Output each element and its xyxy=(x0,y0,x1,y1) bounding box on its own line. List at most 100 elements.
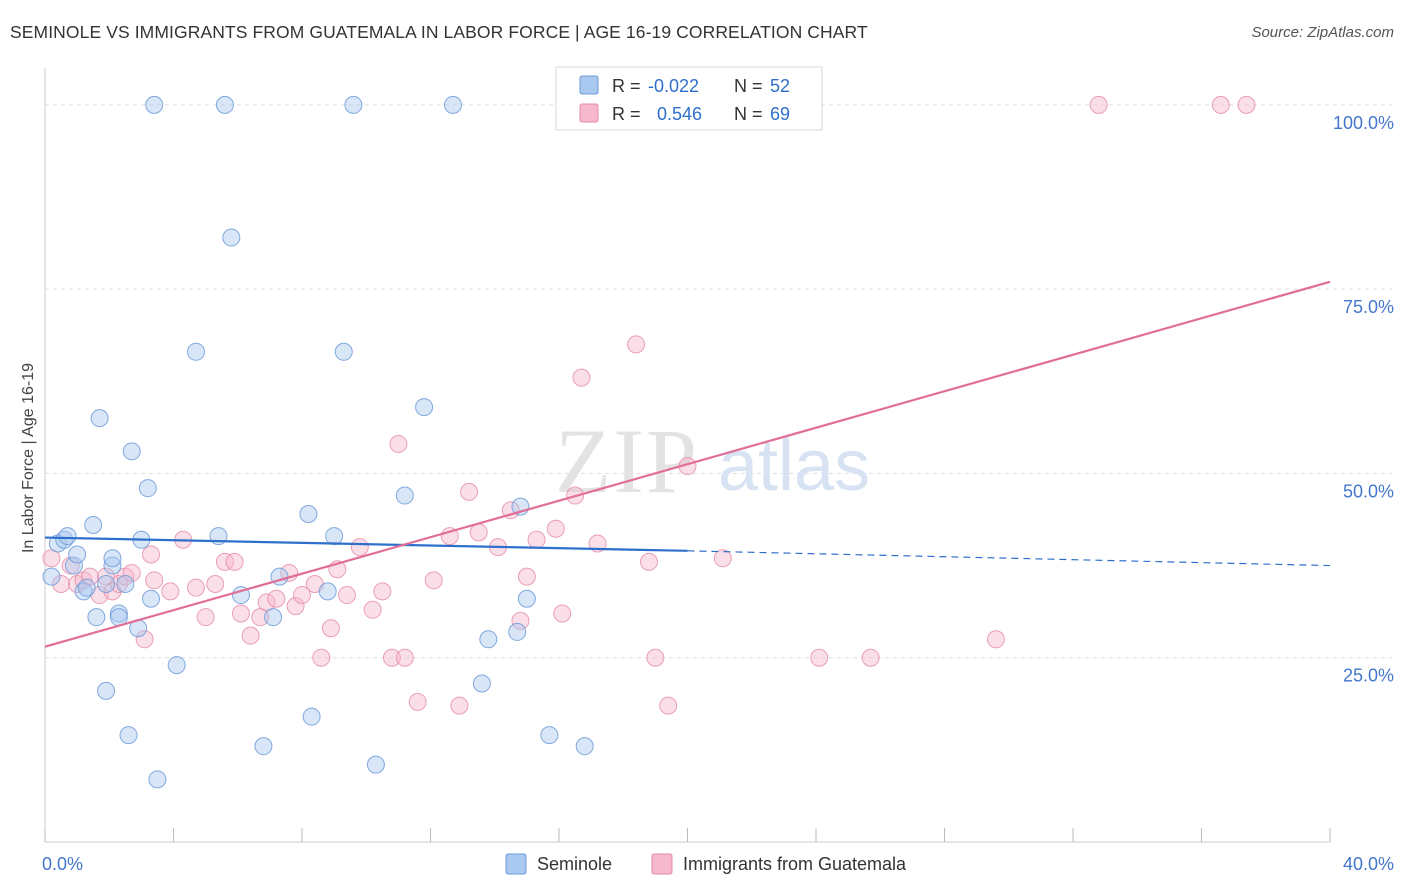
guatemala-point xyxy=(553,604,572,623)
axes xyxy=(44,68,1331,843)
y-tick-label: 100.0% xyxy=(1333,113,1394,133)
seminole-point xyxy=(215,95,234,114)
seminole-trend-line xyxy=(44,536,688,552)
seminole-legend-label: Seminole xyxy=(537,854,612,874)
seminole-points xyxy=(42,95,594,789)
seminole-n-label: N = xyxy=(734,76,763,96)
seminole-point xyxy=(479,630,498,649)
seminole-point xyxy=(148,770,167,789)
seminole-point xyxy=(109,604,128,623)
seminole-point xyxy=(103,549,122,568)
seminole-point xyxy=(472,674,491,693)
guatemala-point xyxy=(161,582,180,601)
guatemala-point xyxy=(1211,95,1230,114)
guatemala-point xyxy=(588,534,607,553)
guatemala-point xyxy=(517,567,536,586)
seminole-point xyxy=(302,707,321,726)
seminole-point xyxy=(443,95,462,114)
guatemala-point xyxy=(389,434,408,453)
guatemala-r-value: 0.546 xyxy=(657,104,702,124)
guatemala-point xyxy=(639,552,658,571)
grid-lines xyxy=(45,104,1392,659)
guatemala-legend-swatch xyxy=(579,103,599,123)
seminole-trend-extension xyxy=(687,550,1331,567)
seminole-point xyxy=(42,567,61,586)
x-tick-label: 40.0% xyxy=(1343,854,1394,874)
guatemala-point xyxy=(810,648,829,667)
guatemala-point xyxy=(293,586,311,605)
guatemala-point xyxy=(627,335,646,354)
guatemala-point xyxy=(196,608,215,627)
seminole-point xyxy=(575,737,594,756)
guatemala-point xyxy=(424,571,443,590)
guatemala-bottom-swatch xyxy=(651,853,673,875)
guatemala-point xyxy=(145,571,164,590)
guatemala-point xyxy=(186,578,205,597)
seminole-point xyxy=(87,608,106,627)
seminole-point xyxy=(58,527,77,546)
seminole-point xyxy=(138,479,157,498)
y-tick-label: 50.0% xyxy=(1343,481,1394,501)
seminole-point xyxy=(299,504,318,523)
seminole-legend-swatch xyxy=(579,75,599,95)
seminole-point xyxy=(366,755,385,774)
guatemala-point xyxy=(135,630,154,649)
guatemala-point xyxy=(450,696,469,715)
guatemala-point xyxy=(1089,95,1108,114)
watermark-atlas: atlas xyxy=(718,426,870,506)
guatemala-point xyxy=(373,582,392,601)
guatemala-point xyxy=(206,575,225,593)
guatemala-point xyxy=(460,482,479,501)
seminole-point xyxy=(508,622,527,641)
guatemala-point xyxy=(527,530,546,549)
guatemala-point xyxy=(312,648,331,667)
seminole-point xyxy=(325,527,344,546)
seminole-point xyxy=(395,486,414,505)
seminole-point xyxy=(415,398,434,417)
seminole-point xyxy=(167,656,186,675)
seminole-point xyxy=(186,342,205,361)
chart-source: Source: ZipAtlas.com xyxy=(1251,24,1394,41)
guatemala-point xyxy=(231,604,250,623)
guatemala-point xyxy=(861,648,880,667)
guatemala-point xyxy=(382,648,401,667)
guatemala-point xyxy=(646,648,665,667)
seminole-point xyxy=(103,556,122,575)
seminole-point xyxy=(264,608,283,627)
guatemala-point xyxy=(286,597,305,616)
guatemala-points xyxy=(42,95,1256,715)
seminole-point xyxy=(55,530,74,549)
guatemala-point xyxy=(109,575,128,593)
correlation-legend: R = -0.022 N = 52 R = 0.546 N = 69 xyxy=(555,66,823,131)
guatemala-point xyxy=(241,626,260,645)
guatemala-legend-label: Immigrants from Guatemala xyxy=(683,854,907,874)
guatemala-point xyxy=(350,538,369,557)
seminole-point xyxy=(84,516,103,535)
y-tick-label: 25.0% xyxy=(1343,666,1394,686)
guatemala-n-label: N = xyxy=(734,104,763,124)
chart-title: SEMINOLE VS IMMIGRANTS FROM GUATEMALA IN… xyxy=(10,22,868,42)
seminole-bottom-swatch xyxy=(505,853,527,875)
seminole-point xyxy=(119,726,138,745)
seminole-point xyxy=(344,95,363,114)
guatemala-n-value: 69 xyxy=(770,104,790,124)
guatemala-point xyxy=(395,648,414,667)
seminole-point xyxy=(517,589,536,608)
guatemala-point xyxy=(363,600,382,619)
seminole-point xyxy=(116,575,135,593)
seminole-point xyxy=(90,409,109,428)
watermark: ZIP atlas xyxy=(555,410,870,512)
guatemala-point xyxy=(215,552,234,571)
guatemala-point xyxy=(469,523,488,542)
seminole-n-value: 52 xyxy=(770,76,790,96)
guatemala-point xyxy=(142,545,161,564)
guatemala-point xyxy=(267,589,286,608)
seminole-point xyxy=(540,726,559,745)
guatemala-point xyxy=(225,552,244,571)
x-tick-label: 0.0% xyxy=(42,854,83,874)
guatemala-r-label: R = xyxy=(612,104,641,124)
guatemala-trend-line xyxy=(44,280,1331,648)
seminole-point xyxy=(318,582,337,601)
guatemala-point xyxy=(321,619,340,638)
